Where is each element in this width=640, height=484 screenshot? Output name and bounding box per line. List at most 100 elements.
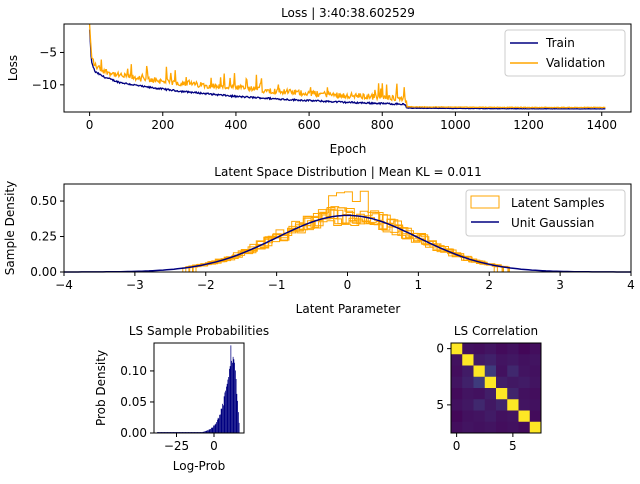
- correlation-cell: [484, 388, 497, 400]
- logprob-bar: [218, 418, 220, 433]
- logprob-ytick-label: 0.00: [120, 426, 147, 440]
- logprob-ytick-label: 0.10: [120, 364, 147, 378]
- correlation-cell: [473, 354, 486, 366]
- latent-xtick-label: 0: [344, 278, 352, 292]
- correlation-cell: [529, 365, 542, 378]
- correlation-cell: [462, 376, 474, 389]
- latent-ylabel: Sample Density: [3, 181, 17, 275]
- logprob-bar: [224, 392, 226, 433]
- correlation-cell: [473, 365, 486, 378]
- logprob-bar: [235, 378, 237, 433]
- latent-axes-frame: [63, 183, 632, 273]
- loss-legend: Train Validation: [504, 29, 626, 77]
- latent-ticks: −4 −3 −2 −1 0 1 2 3 4 0.00 0.25 0.50: [30, 194, 635, 292]
- correlation-cell: [507, 399, 519, 411]
- correlation-cell: [462, 410, 474, 423]
- loss-xtick-label: 0: [86, 118, 94, 132]
- logprob-bar: [232, 362, 233, 433]
- correlation-cell: [473, 343, 486, 355]
- loss-axes-frame: [63, 23, 632, 113]
- logprob-xlabel: Log-Prob: [173, 459, 225, 473]
- correlation-cell: [473, 388, 486, 400]
- correlation-cell: [518, 343, 531, 355]
- correlation-cell: [507, 388, 519, 400]
- logprob-bar: [238, 422, 240, 433]
- validation-line: [88, 24, 606, 109]
- correlation-cell: [529, 354, 542, 366]
- logprob-bar: [207, 430, 208, 433]
- correlation-cell: [473, 399, 486, 411]
- logprob-bar: [211, 427, 213, 433]
- latent-title: Latent Space Distribution | Mean KL = 0.…: [214, 165, 481, 179]
- latent-xtick-label: 4: [627, 278, 635, 292]
- logprob-bar: [225, 390, 226, 433]
- correlation-cell: [496, 399, 508, 411]
- logprob-bar: [233, 359, 235, 433]
- correlation-cell: [518, 399, 531, 411]
- logprob-panel: LS Sample Probabilities Log-Prob Prob De…: [94, 324, 269, 473]
- logprob-bar: [212, 427, 214, 433]
- latent-xtick-label: −4: [55, 278, 73, 292]
- loss-xtick-label: 400: [224, 118, 247, 132]
- logprob-bar: [228, 377, 229, 433]
- logprob-bar: [210, 428, 211, 433]
- logprob-bar: [219, 414, 220, 433]
- latent-ytick-label: 0.25: [30, 230, 57, 244]
- correlation-cell: [518, 376, 531, 389]
- logprob-xtick-label: 0: [210, 439, 218, 453]
- latent-ytick-label: 0.00: [30, 265, 57, 279]
- correlation-cell: [529, 410, 542, 423]
- correlation-cell: [473, 421, 486, 434]
- logprob-bar: [204, 431, 205, 433]
- logprob-bar: [214, 425, 215, 433]
- logprob-title: LS Sample Probabilities: [129, 324, 269, 338]
- correlation-cell: [507, 343, 519, 355]
- legend-validation-label: Validation: [546, 56, 605, 70]
- logprob-bar: [214, 424, 216, 433]
- logprob-bar: [226, 383, 228, 433]
- correlation-cell: [496, 410, 508, 423]
- correlation-cell: [484, 410, 497, 423]
- logprob-bar: [231, 360, 232, 433]
- correlation-cell: [462, 343, 474, 355]
- latent-xtick-label: −2: [197, 278, 215, 292]
- correlation-cell: [462, 399, 474, 411]
- logprob-bar: [206, 430, 208, 433]
- correlation-cell: [529, 399, 542, 411]
- correlation-cell: [451, 365, 463, 378]
- logprob-bar: [205, 430, 207, 433]
- logprob-bar: [208, 430, 209, 433]
- logprob-bar: [226, 386, 227, 433]
- correlation-cell: [496, 421, 508, 434]
- correlation-cell: [451, 410, 463, 423]
- logprob-bar: [222, 403, 223, 433]
- correlation-cell: [484, 343, 497, 355]
- correlation-xtick-label: 0: [453, 439, 461, 453]
- loss-xtick-label: 600: [298, 118, 321, 132]
- correlation-cell: [462, 365, 474, 378]
- correlation-cell: [451, 388, 463, 400]
- correlation-cell: [507, 365, 519, 378]
- latent-xtick-label: 3: [556, 278, 564, 292]
- correlation-axes-frame: [450, 342, 542, 434]
- correlation-ytick-label: 0: [436, 342, 444, 356]
- logprob-bar: [236, 393, 238, 433]
- correlation-cell: [451, 354, 463, 366]
- logprob-axes-frame: [153, 342, 245, 434]
- correlation-cell: [473, 376, 486, 389]
- loss-panel: Loss | 3:40:38.602529 Epoch Loss 0 200 400…: [6, 6, 632, 156]
- correlation-title: LS Correlation: [454, 324, 538, 338]
- correlation-cell: [451, 343, 463, 355]
- logprob-bar: [238, 412, 239, 433]
- legend-train-label: Train: [545, 36, 575, 50]
- correlation-cell: [484, 399, 497, 411]
- correlation-cell: [451, 376, 463, 389]
- correlation-cell: [518, 388, 531, 400]
- loss-ytick-label: −5: [39, 45, 57, 59]
- logprob-bar: [221, 408, 223, 433]
- loss-xtick-label: 200: [151, 118, 174, 132]
- correlation-cell: [496, 365, 508, 378]
- logprob-bar: [217, 419, 218, 433]
- logprob-bar: [217, 417, 219, 433]
